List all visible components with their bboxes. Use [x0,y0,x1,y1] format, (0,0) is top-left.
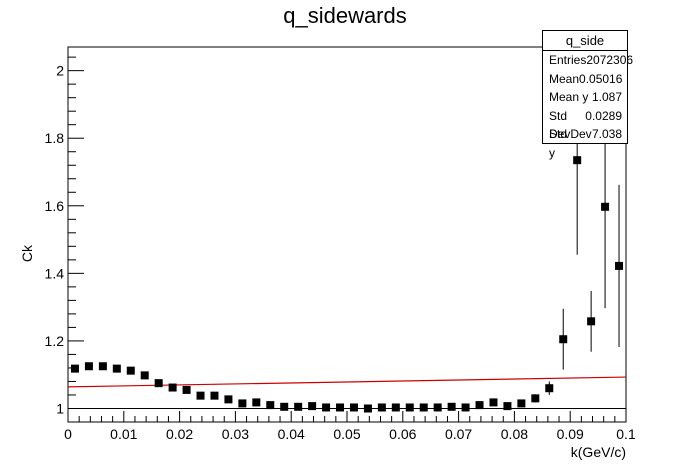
data-point [405,403,414,412]
data-point [503,402,512,411]
stats-box-title: q_side [543,31,627,51]
stats-row-label: Entries [549,53,587,67]
data-point [182,385,191,394]
data-point [363,404,372,413]
data-point [391,403,400,412]
data-point [349,403,358,412]
x-tick-label: 0.04 [278,426,305,442]
fit-line [67,376,627,388]
x-axis-label: k(GeV/c) [571,444,626,460]
data-point [322,403,331,412]
data-point [475,401,484,410]
x-tick-label: 0.1 [616,426,636,442]
data-point [266,401,275,410]
data-point [419,403,428,412]
stats-row-label: Mean y [549,90,589,105]
data-point [447,402,456,411]
y-tick-label: 1.4 [45,265,65,281]
stats-row: Entries 2072306 [543,51,633,70]
data-point [168,383,177,392]
y-axis-label: Ck [19,244,35,262]
data-point [294,402,303,411]
data-point [545,384,554,393]
stats-row: Std Dev y 7.038 [543,125,627,160]
data-point [433,403,442,412]
data-point [252,398,261,407]
x-tick-label: 0.01 [110,426,137,442]
x-tick-label: 0 [64,426,72,442]
data-point [573,156,582,165]
data-point [140,371,149,380]
y-tick-label: 1.8 [45,130,65,146]
x-tick-label: 0.03 [222,426,249,442]
x-tick-label: 0.06 [389,426,416,442]
data-point [98,362,107,371]
data-point [196,391,205,400]
data-point [559,335,568,344]
stats-row-label: Std Dev y [549,127,592,160]
data-point [154,379,163,388]
x-tick-label: 0.05 [333,426,360,442]
y-tick-label: 1.2 [45,333,65,349]
data-point [517,399,526,408]
data-point [601,202,610,211]
stats-row-value: 0.05016 [579,71,623,86]
stats-row-label: Mean [549,71,580,86]
data-point [280,402,289,411]
stats-row-value: 7.038 [591,127,622,142]
data-point [377,403,386,412]
stats-box: q_side Entries 2072306 Mean 0.05016 Mean y 1.… [542,30,633,160]
x-tick-label: 0.02 [166,426,193,442]
data-point [461,403,470,412]
stats-row: Std Dev 0.0289 [543,107,627,142]
y-tick-label: 1.6 [45,198,65,214]
data-point [238,399,247,408]
data-point [112,364,121,373]
stats-row-value: 2072306 [586,53,634,67]
stats-row-label: Std Dev [549,108,571,142]
x-axis: 0 0.01 0.02 0.03 0.04 0.05 0.06 0.07 0.08 0.09 0.1 [64,411,636,442]
x-tick-label: 0.07 [445,426,472,442]
stats-rows: Entries 2072306 Mean 0.05016 Mean y 1.087 Std … [543,51,633,160]
data-point [587,317,596,326]
data-point [84,362,93,371]
stats-row-value: 0.0289 [585,108,622,123]
data-point [336,403,345,412]
y-tick-label: 1 [56,400,64,416]
stats-row: Mean y 1.087 [543,88,627,107]
fit-line-path [67,376,627,388]
data-point [210,391,219,400]
data-point [489,398,498,407]
stats-row-value: 1.087 [591,90,622,105]
data-points [70,65,624,413]
stats-row: Mean 0.05016 [543,70,627,89]
x-tick-label: 0.09 [557,426,584,442]
data-point [70,364,79,373]
data-point [126,366,135,375]
y-axis: 1 1.2 1.4 1.6 1.8 2 [45,56,84,423]
chart-title: q_sidewards [283,3,407,28]
x-tick-label: 0.08 [501,426,528,442]
data-point [615,261,624,270]
data-point [531,394,540,403]
y-tick-label: 2 [56,63,64,79]
data-point [224,395,233,404]
data-point [308,402,317,411]
